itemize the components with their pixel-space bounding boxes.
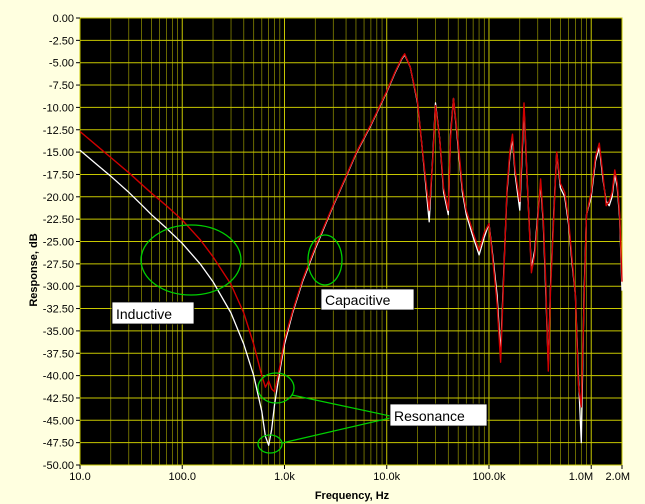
x-tick-label: 2.0M (606, 471, 630, 483)
capacitive-label-box (320, 288, 415, 311)
y-tick-label: -35.00 (43, 326, 74, 338)
y-tick-label: -7.50 (49, 80, 74, 92)
x-axis-title: Frequency, Hz (315, 490, 390, 502)
y-tick-label: -25.00 (43, 237, 74, 249)
y-tick-label: -40.00 (43, 371, 74, 383)
inductive-ellipse (140, 224, 242, 296)
y-tick-label: -45.00 (43, 415, 74, 427)
x-tick-label: 10.0 (69, 471, 90, 483)
resonance-pointer-lower (281, 417, 391, 444)
x-tick-label: 1.0M (569, 471, 593, 483)
series-line-red (79, 53, 623, 408)
y-tick-label: -10.00 (43, 102, 74, 114)
x-tick-label: 1.0k (274, 471, 295, 483)
y-axis-ticks: 0.00 -2.50 -5.00 -7.50 -10.00 -12.50 -15.00 -17… (43, 13, 80, 472)
y-axis-title: Response, dB (28, 233, 40, 306)
major-grid (79, 17, 623, 466)
resonance-label-box (389, 403, 488, 427)
y-tick-label: -5.00 (49, 58, 74, 70)
annotation-layer: Inductive Capacitive Resonance (111, 224, 488, 454)
resonance-lower-ellipse (257, 434, 283, 454)
x-tick-label: 100.0k (472, 471, 506, 483)
x-tick-label: 100.0 (168, 471, 196, 483)
x-axis-ticks: 10.0 100.0 1.0k 10.0k 100.0k 1.0M 2.0M (69, 465, 630, 483)
y-tick-label: 0.00 (53, 13, 74, 25)
y-tick-label: -30.00 (43, 281, 74, 293)
y-tick-label: -47.50 (43, 438, 74, 450)
y-tick-label: -17.50 (43, 169, 74, 181)
inductive-label-box (111, 301, 195, 325)
inductive-label: Inductive (116, 306, 172, 322)
y-tick-label: -12.50 (43, 125, 74, 137)
y-tick-label: -37.50 (43, 348, 74, 360)
capacitive-label: Capacitive (325, 292, 391, 308)
series-layer (79, 53, 623, 446)
resonance-upper-ellipse (257, 372, 295, 404)
y-tick-label: -20.00 (43, 192, 74, 204)
resonance-label: Resonance (394, 408, 465, 424)
y-tick-label: -27.50 (43, 259, 74, 271)
y-tick-label: -2.50 (49, 35, 74, 47)
capacitive-ellipse (307, 234, 343, 286)
y-tick-label: -22.50 (43, 214, 74, 226)
y-tick-label: -15.00 (43, 147, 74, 159)
y-tick-label: -42.50 (43, 393, 74, 405)
x-tick-label: 10.0k (373, 471, 400, 483)
y-tick-label: -32.50 (43, 304, 74, 316)
y-tick-label: -50.00 (43, 460, 74, 472)
resonance-pointer-upper (291, 394, 391, 417)
